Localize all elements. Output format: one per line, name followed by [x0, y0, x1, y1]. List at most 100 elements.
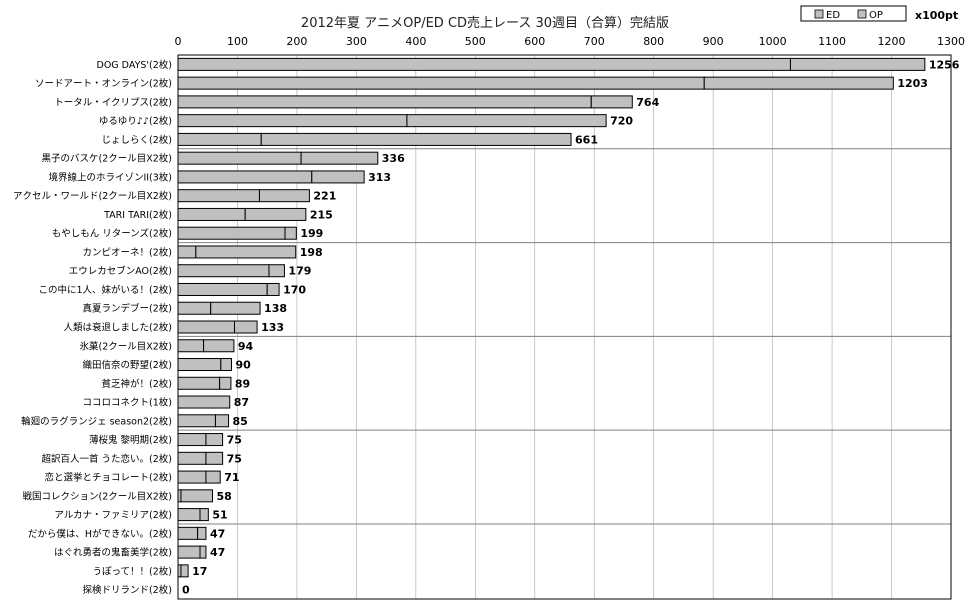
value-label: 90	[236, 359, 252, 372]
category-label: 真夏ランデブー(2枚)	[83, 303, 172, 315]
legend-box	[800, 5, 907, 22]
bar-op	[177, 433, 207, 447]
value-label: 17	[192, 565, 207, 578]
category-label: ココロコネクト(1枚)	[83, 397, 172, 409]
bar-ed	[180, 489, 213, 503]
bar-op	[177, 526, 199, 540]
value-label: 198	[300, 246, 323, 259]
bar-ed	[199, 545, 207, 559]
bar-op	[177, 301, 212, 315]
bar-ed	[195, 245, 297, 259]
value-label: 75	[227, 434, 242, 447]
bar-ed	[205, 433, 224, 447]
value-label: 215	[310, 208, 333, 221]
category-label: じょしらく(2枚)	[102, 134, 172, 146]
bar-op	[177, 320, 235, 334]
x-tick-label: 400	[405, 35, 426, 48]
category-label: ソードアート・オンライン(2枚)	[35, 78, 172, 90]
category-label: 境界線上のホライゾンII(3枚)	[48, 171, 172, 183]
category-label: 人類は衰退しました(2枚)	[64, 322, 172, 334]
bar-ed	[233, 320, 258, 334]
value-label: 71	[224, 471, 239, 484]
value-label: 720	[610, 115, 633, 128]
bar-op	[177, 76, 705, 90]
bar-op	[177, 57, 791, 71]
category-label: エウレカセブンAO(2枚)	[69, 265, 172, 277]
x-tick-label: 100	[227, 35, 248, 48]
category-label: 薄桜鬼 黎明期(2枚)	[89, 434, 172, 446]
bar-ed	[205, 451, 224, 465]
value-label: 58	[216, 490, 231, 503]
value-label: 133	[261, 321, 284, 334]
bar-op	[177, 508, 201, 522]
bar-ed	[205, 470, 221, 484]
value-label: 661	[575, 133, 598, 146]
value-label: 221	[313, 190, 336, 203]
bar-op	[177, 95, 592, 109]
value-label: 0	[182, 584, 190, 597]
category-label: 恋と選挙とチョコレート(2枚)	[45, 472, 172, 484]
bar-op	[177, 395, 231, 409]
legend-swatch-ed	[814, 9, 824, 19]
legend-label-ed: ED	[826, 10, 840, 21]
category-label: うぽって！！(2枚)	[93, 565, 172, 577]
bar-ed	[260, 132, 572, 146]
x-tick-label: 1000	[759, 35, 787, 48]
category-label: 氷菓(2クール目X2枚)	[79, 340, 172, 352]
group-separators	[178, 148, 951, 525]
bars	[177, 57, 926, 578]
value-label: 47	[210, 527, 225, 540]
value-label: 313	[368, 171, 391, 184]
category-label: カンピオーネ！(2枚)	[83, 246, 172, 258]
bar-ed	[210, 301, 261, 315]
value-label: 94	[238, 340, 254, 353]
bar-ed	[180, 564, 189, 578]
bar-op	[177, 376, 221, 390]
x-tick-label: 1200	[878, 35, 906, 48]
value-label: 47	[210, 546, 225, 559]
bar-op	[177, 264, 270, 278]
bar-ed	[300, 151, 379, 165]
category-label: 超訳百人一首 うた恋い。(2枚)	[42, 453, 172, 465]
value-label: 170	[283, 283, 306, 296]
value-label: 336	[382, 152, 405, 165]
value-label: 1203	[897, 77, 928, 90]
category-label: 戦国コレクション(2クール目X2枚)	[22, 490, 172, 502]
x-tick-label: 1300	[937, 35, 965, 48]
x-tick-label: 0	[175, 35, 182, 48]
bar-op	[177, 414, 216, 428]
category-label: アルカナ・ファミリア(2枚)	[54, 509, 172, 521]
bar-ed	[268, 264, 285, 278]
bar-ed	[203, 339, 235, 353]
unit-label: x100pt	[915, 9, 958, 22]
value-label: 138	[264, 302, 287, 315]
x-tick-label: 600	[524, 35, 545, 48]
value-label: 179	[288, 265, 311, 278]
bar-op	[177, 245, 197, 259]
bar-op	[177, 170, 313, 184]
value-label: 764	[636, 96, 659, 109]
bar-op	[177, 358, 222, 372]
bar-op	[177, 470, 207, 484]
value-label: 199	[300, 227, 323, 240]
x-tick-label: 1100	[818, 35, 846, 48]
bar-op	[177, 151, 302, 165]
x-tick-label: 700	[584, 35, 605, 48]
category-label: アクセル・ワールド(2クール目X2枚)	[13, 190, 172, 202]
category-labels: DOG DAYS'(2枚) ソードアート・オンライン(2枚) トータル・イクリプス(…	[13, 59, 172, 596]
x-tick-label: 300	[346, 35, 367, 48]
category-label: はぐれ勇者の鬼畜美学(2枚)	[54, 547, 172, 559]
bar-ed	[789, 57, 926, 71]
bar-ed	[244, 207, 307, 221]
bar-op	[177, 339, 205, 353]
legend: ED OP	[800, 5, 907, 22]
legend-label-op: OP	[869, 10, 883, 21]
bar-ed	[199, 508, 209, 522]
bar-op	[177, 545, 201, 559]
plot-area	[177, 54, 952, 600]
bar-ed	[219, 376, 232, 390]
category-label: トータル・イクリプス(2枚)	[54, 96, 172, 108]
category-label: TARI TARI(2枚)	[103, 209, 172, 221]
value-label: 75	[227, 452, 242, 465]
